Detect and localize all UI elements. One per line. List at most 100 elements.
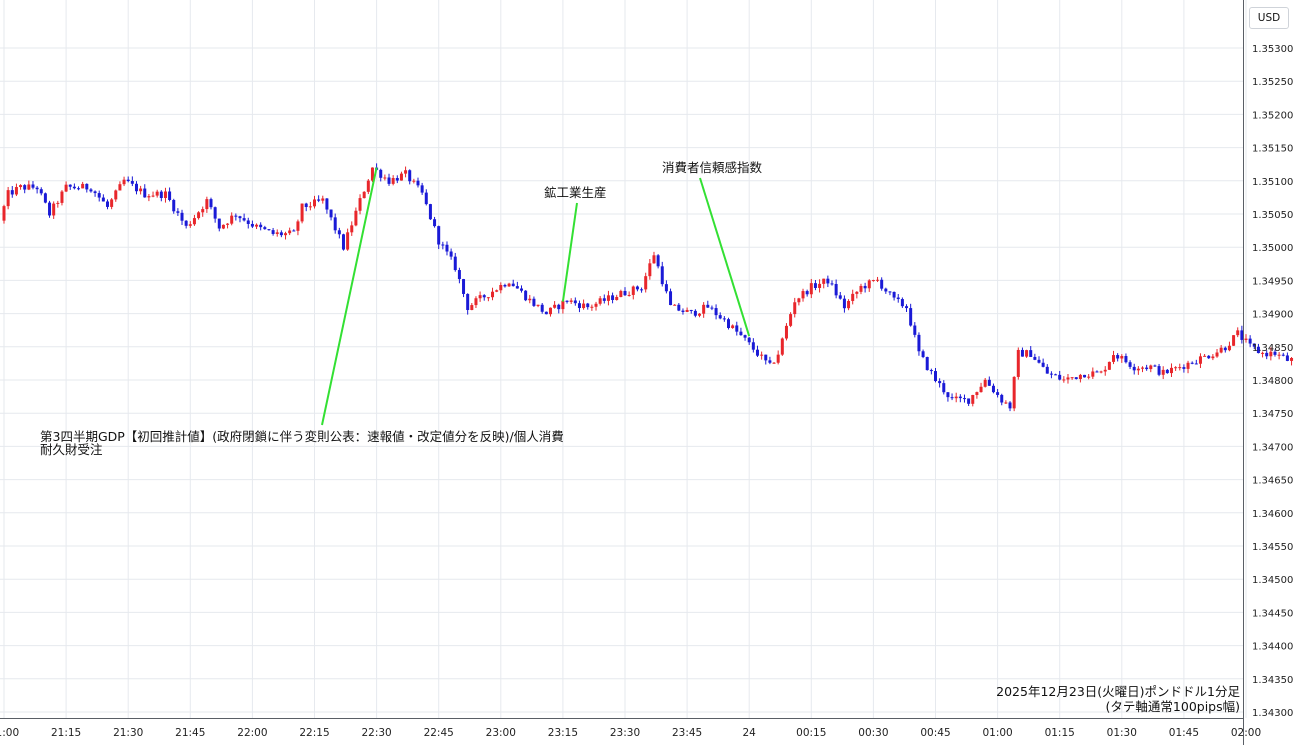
candle-body <box>106 201 109 207</box>
candle-body <box>851 293 855 301</box>
candle-body <box>582 303 586 309</box>
candle-body <box>1265 352 1269 357</box>
candle-body <box>89 189 93 192</box>
x-tick-label: 23:45 <box>672 727 702 739</box>
candle-body <box>958 396 962 399</box>
annotation-label: 耐久財受注 <box>40 442 103 457</box>
candle-body <box>176 211 180 213</box>
candle-body <box>317 199 321 201</box>
candle-body <box>1033 356 1037 360</box>
candle-body <box>457 270 461 280</box>
candle-body <box>77 188 81 190</box>
candle-body <box>130 181 134 184</box>
candle-body <box>27 184 31 190</box>
candle-body <box>329 209 333 218</box>
candle-body <box>797 298 801 303</box>
candle-body <box>271 230 275 234</box>
candle-body <box>635 286 639 290</box>
candle-body <box>1124 356 1128 363</box>
candle-body <box>503 284 507 287</box>
candle-body <box>1066 377 1070 380</box>
candle-body <box>913 325 917 335</box>
candle-body <box>1207 355 1211 359</box>
candle-body <box>180 212 184 221</box>
candle-body <box>1277 354 1281 356</box>
candle-body <box>60 191 64 203</box>
candle-body <box>217 218 221 229</box>
candle-body <box>929 370 933 372</box>
candle-body <box>470 305 474 310</box>
y-tick-label: 1.34450 <box>1252 608 1293 619</box>
candle-body <box>238 216 242 219</box>
candle-body <box>1240 330 1244 340</box>
candle-body <box>772 362 776 364</box>
candle-body <box>888 291 892 293</box>
annotation-line <box>699 177 751 337</box>
candle-body <box>553 304 557 308</box>
candle-body <box>6 190 10 207</box>
candle-body <box>623 290 627 296</box>
candle-body <box>855 291 859 294</box>
candle-body <box>569 300 573 302</box>
candle-body <box>751 342 755 350</box>
candle-body <box>1107 361 1111 370</box>
candle-body <box>1169 367 1173 374</box>
candle-body <box>652 255 656 264</box>
candle-body <box>511 283 515 287</box>
candle-body <box>1128 362 1132 367</box>
candle-body <box>1232 335 1236 346</box>
candle-body <box>147 196 151 198</box>
y-tick-label: 1.34950 <box>1252 276 1293 287</box>
x-tick-label: 21:15 <box>51 727 81 739</box>
candle-body <box>520 288 523 291</box>
candle-body <box>168 191 172 200</box>
time-axis: 21:00 21:15 21:30 21:45 22:00 22:15 22:30 22:45… <box>0 718 1261 739</box>
candle-body <box>905 306 909 309</box>
candle-body <box>284 233 288 236</box>
candle-body <box>731 325 735 329</box>
candle-body <box>370 167 374 181</box>
x-tick-label: 00:30 <box>858 727 888 739</box>
x-tick-label: 01:00 <box>982 727 1012 739</box>
candle-body <box>507 283 511 287</box>
candle-body <box>482 295 486 298</box>
candle-body <box>453 256 457 271</box>
candle-body <box>1211 356 1215 359</box>
currency-selector[interactable]: USD <box>1249 7 1289 29</box>
candle-body <box>486 297 490 299</box>
candle-body <box>544 311 548 315</box>
candle-body <box>39 189 43 194</box>
annotation-line <box>561 202 578 302</box>
x-tick-label: 02:00 <box>1231 727 1261 739</box>
y-tick-label: 1.35050 <box>1252 210 1293 221</box>
candle-body <box>784 325 788 339</box>
candle-body <box>114 190 118 200</box>
candle-body <box>101 197 105 202</box>
candle-body <box>255 224 259 227</box>
candle-body <box>896 297 900 300</box>
chart-title: 2025年12月23日(火曜日)ポンドドル1分足 <box>996 684 1240 699</box>
candle-body <box>1132 366 1136 371</box>
candle-body <box>685 309 689 312</box>
candle-body <box>847 300 851 309</box>
candle-body <box>971 395 975 404</box>
candle-body <box>1095 371 1099 373</box>
y-tick-label: 1.35250 <box>1252 77 1293 88</box>
candle-body <box>1103 369 1107 372</box>
candle-body <box>780 338 784 355</box>
candle-body <box>561 300 565 310</box>
candle-body <box>424 192 428 205</box>
candle-body <box>1149 365 1153 370</box>
candle-body <box>830 283 834 285</box>
annotation-lines <box>321 167 751 426</box>
y-tick-label: 1.35300 <box>1252 44 1293 55</box>
candle-body <box>143 188 147 198</box>
candle-body <box>68 184 72 187</box>
candle-body <box>48 202 52 216</box>
candle-body <box>747 337 751 343</box>
candle-body <box>296 221 300 231</box>
candle-body <box>1285 355 1289 361</box>
candle-body <box>1074 377 1078 380</box>
candle-body <box>358 198 362 211</box>
